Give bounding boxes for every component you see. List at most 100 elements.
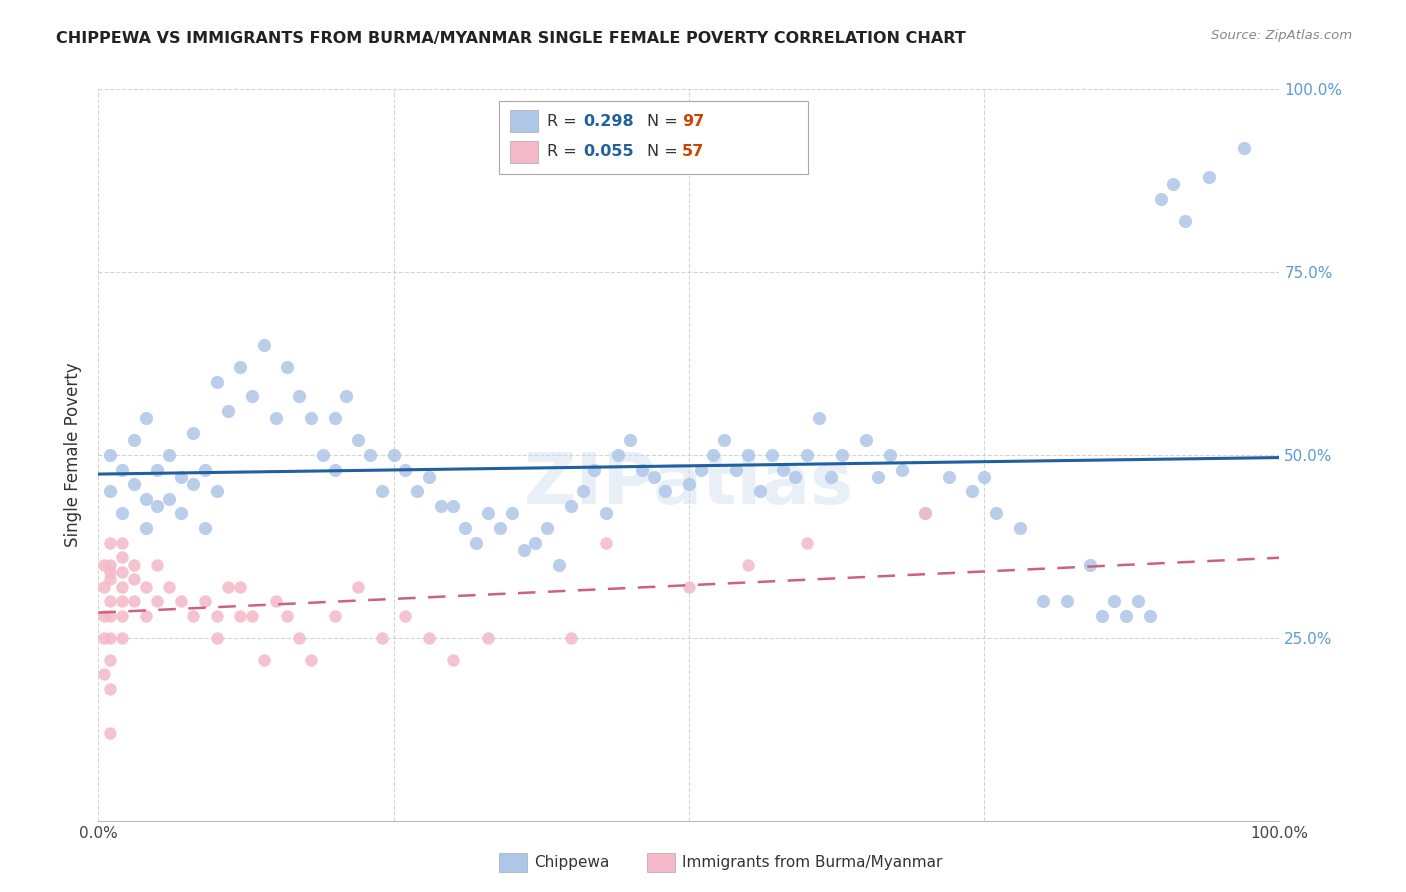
Point [111,608,134,623]
Point [654,484,676,499]
Point [98,608,121,623]
Point [98,558,121,572]
Point [595,535,617,549]
Point [548,558,571,572]
Point [135,411,157,425]
Point [1115,608,1137,623]
Point [441,653,464,667]
Point [371,631,394,645]
Point [205,484,228,499]
Y-axis label: Single Female Poverty: Single Female Poverty [65,363,83,547]
Point [725,462,748,476]
Point [689,462,711,476]
Text: CHIPPEWA VS IMMIGRANTS FROM BURMA/MYANMAR SINGLE FEMALE POVERTY CORRELATION CHAR: CHIPPEWA VS IMMIGRANTS FROM BURMA/MYANMA… [56,31,966,46]
Point [335,389,357,403]
Point [229,580,252,594]
Point [205,375,228,389]
Point [512,543,534,558]
Point [807,411,830,425]
Point [157,448,180,462]
Point [240,389,263,403]
Point [264,594,287,608]
Point [299,653,322,667]
Point [820,470,842,484]
Text: 97: 97 [682,114,704,128]
Text: Source: ZipAtlas.com: Source: ZipAtlas.com [1212,29,1353,42]
Point [181,425,204,440]
Point [855,434,877,448]
Point [1102,594,1125,608]
Point [146,594,169,608]
Text: N =: N = [647,145,683,160]
Point [890,462,912,476]
Text: 57: 57 [682,145,704,160]
Point [394,608,416,623]
Point [1150,192,1173,206]
Point [619,434,641,448]
Text: R =: R = [547,114,582,128]
Point [181,608,204,623]
Point [276,360,298,375]
Point [146,499,169,513]
Point [477,631,499,645]
Point [1233,141,1256,155]
Text: N =: N = [647,114,683,128]
Point [453,521,475,535]
Point [194,594,217,608]
Point [122,434,145,448]
Point [98,535,121,549]
Point [170,470,193,484]
Point [772,462,794,476]
Point [430,499,453,513]
Point [748,484,770,499]
Point [441,499,464,513]
Point [678,580,700,594]
Point [1032,594,1054,608]
Point [111,594,134,608]
Point [382,448,405,462]
Text: Chippewa: Chippewa [534,855,610,870]
Point [253,653,276,667]
Point [560,631,582,645]
Point [217,580,239,594]
Point [240,608,263,623]
Point [713,434,735,448]
Point [831,448,853,462]
Point [607,448,630,462]
Point [181,477,204,491]
Point [347,434,370,448]
Point [914,507,936,521]
Point [111,580,134,594]
Point [276,608,298,623]
Point [984,507,1007,521]
Point [122,572,145,586]
Point [122,594,145,608]
Text: 0.298: 0.298 [583,114,634,128]
Point [524,535,547,549]
Point [583,462,606,476]
Point [465,535,488,549]
Point [111,462,134,476]
Point [489,521,512,535]
Point [1161,178,1184,192]
Point [111,535,134,549]
Point [98,594,121,608]
Point [288,631,311,645]
Point [678,477,700,491]
Text: 0.055: 0.055 [583,145,634,160]
Point [98,484,121,499]
Point [1091,608,1114,623]
Point [323,462,346,476]
Point [194,462,217,476]
Point [170,594,193,608]
Point [536,521,558,535]
Point [93,631,115,645]
Point [98,448,121,462]
Point [914,507,936,521]
Point [217,404,239,418]
Point [879,448,901,462]
Point [135,521,157,535]
Point [157,580,180,594]
Point [93,667,115,681]
Point [146,558,169,572]
